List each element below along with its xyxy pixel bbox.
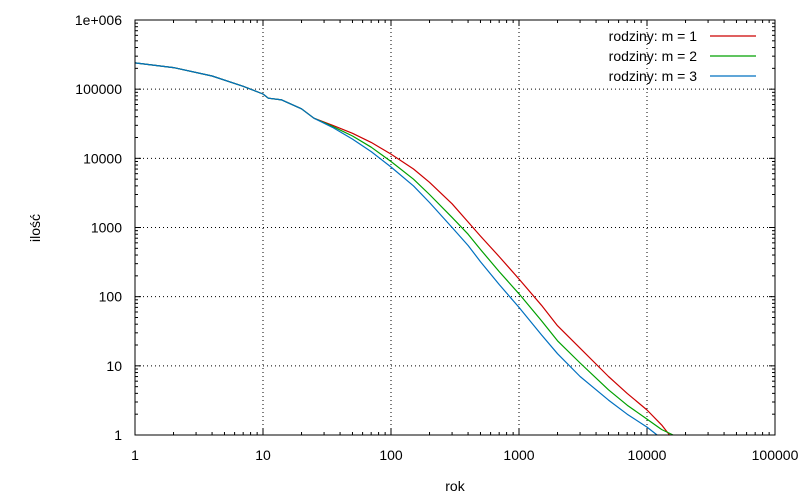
- legend-label: rodziny: m = 3: [609, 68, 698, 84]
- series-line-m1: [134, 62, 670, 436]
- y-tick-label: 10: [106, 358, 122, 374]
- y-tick-label: 10000: [83, 150, 122, 166]
- y-tick-label: 100: [99, 289, 123, 305]
- series-group: [134, 62, 674, 436]
- y-tick-label: 1: [114, 427, 122, 443]
- legend: rodziny: m = 1 rodziny: m = 2 rodziny: m =…: [609, 28, 756, 84]
- x-tick-label: 1000: [503, 447, 534, 463]
- plot-frame: [134, 19, 776, 436]
- y-tick-label: 100000: [75, 81, 122, 97]
- y-axis-label: ilość: [27, 214, 43, 242]
- x-axis-label: rok: [445, 478, 465, 494]
- x-tick-label: 10000: [628, 447, 667, 463]
- grid: [135, 20, 775, 435]
- x-tick-label: 10: [255, 447, 271, 463]
- legend-label: rodziny: m = 2: [609, 48, 698, 64]
- series-line-m3: [134, 62, 658, 436]
- y-tick-label: 1000: [91, 220, 122, 236]
- x-tick-label: 100000: [752, 447, 799, 463]
- legend-label: rodziny: m = 1: [609, 28, 698, 44]
- x-tick-label: 100: [379, 447, 403, 463]
- x-tick-label: 1: [131, 447, 139, 463]
- series-line-m2: [134, 62, 674, 436]
- y-tick-label: 1e+006: [75, 12, 122, 28]
